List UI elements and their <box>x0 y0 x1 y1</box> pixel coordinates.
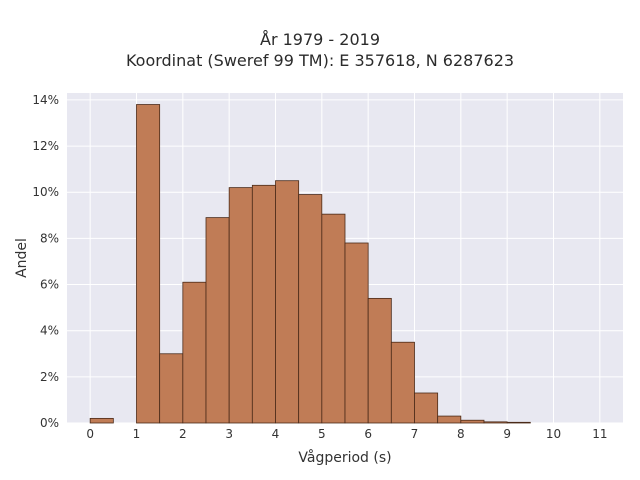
x-tick-label: 9 <box>503 427 511 441</box>
y-tick-label: 4% <box>40 324 59 338</box>
histogram-bar <box>321 213 346 424</box>
x-tick-label: 8 <box>457 427 465 441</box>
x-tick-label: 0 <box>86 427 94 441</box>
histogram-bar <box>460 419 485 424</box>
histogram-bar <box>483 421 508 424</box>
histogram-bar <box>437 415 462 424</box>
histogram-bar <box>89 417 114 424</box>
histogram-bar <box>414 392 439 424</box>
x-tick-label: 4 <box>272 427 280 441</box>
histogram-bar <box>159 353 184 424</box>
y-tick-label: 12% <box>32 139 59 153</box>
x-tick-label: 11 <box>592 427 607 441</box>
histogram-bar <box>205 217 230 424</box>
ticks: 0 1 2 3 4 5 6 7 8 9 10 11 0% 2% 4% 6% 8% 10% 12% 14% <box>32 93 607 441</box>
y-tick-label: 2% <box>40 370 59 384</box>
histogram-bar <box>136 104 161 424</box>
y-axis-label: Andel <box>14 238 30 278</box>
histogram-bar <box>298 194 323 424</box>
x-tick-label: 7 <box>411 427 419 441</box>
y-tick-label: 0% <box>40 416 59 430</box>
histogram-bar <box>251 184 276 424</box>
histogram-bar <box>367 297 392 424</box>
histogram-bar <box>390 341 415 424</box>
histogram-bar <box>182 281 207 424</box>
histogram-bar <box>506 421 531 424</box>
y-tick-label: 14% <box>32 93 59 107</box>
x-tick-label: 6 <box>364 427 372 441</box>
histogram-bar <box>228 187 253 424</box>
y-tick-label: 6% <box>40 278 59 292</box>
y-tick-label: 10% <box>32 185 59 199</box>
chart-subtitle: Koordinat (Sweref 99 TM): E 357618, N 62… <box>125 51 515 70</box>
y-tick-label: 8% <box>40 231 59 245</box>
x-tick-label: 1 <box>133 427 141 441</box>
histogram-bar <box>275 180 300 424</box>
chart-title: År 1979 - 2019 <box>260 30 380 49</box>
x-axis-label: Vågperiod (s) <box>298 449 391 466</box>
x-tick-label: 2 <box>179 427 187 441</box>
bars <box>89 104 531 424</box>
x-tick-label: 3 <box>225 427 233 441</box>
x-tick-label: 10 <box>546 427 561 441</box>
histogram-bar <box>344 242 369 424</box>
x-tick-label: 5 <box>318 427 326 441</box>
